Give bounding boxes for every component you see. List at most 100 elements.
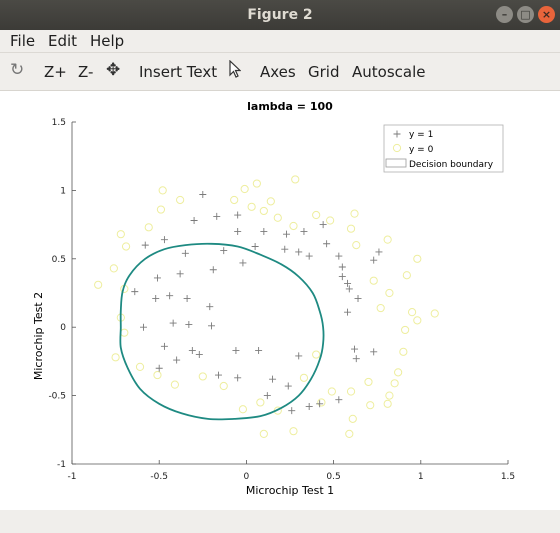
negative-point: [366, 401, 375, 410]
pan-arrows-icon[interactable]: ✥: [106, 60, 121, 80]
positive-point: [295, 352, 303, 360]
positive-point: [153, 274, 161, 282]
zoom-in-button[interactable]: Z+: [44, 63, 67, 81]
positive-point: [316, 400, 324, 408]
grid-button[interactable]: Grid: [308, 63, 340, 81]
positive-point: [185, 320, 193, 328]
legend-entry-y1: y = 1: [409, 130, 433, 140]
legend-entry-y0: y = 0: [409, 145, 434, 155]
y-tick-label: 0.5: [52, 255, 66, 265]
negative-point: [350, 209, 359, 218]
negative-point: [111, 353, 120, 362]
negative-point: [346, 224, 356, 233]
negative-point: [256, 398, 265, 407]
positive-point: [300, 227, 308, 235]
close-icon[interactable]: ×: [538, 6, 555, 23]
negative-point: [247, 202, 256, 211]
negative-point: [383, 399, 392, 408]
negative-point: [291, 175, 300, 184]
pointer-arrow-icon[interactable]: [229, 59, 242, 83]
x-tick-label: 0.5: [326, 472, 340, 482]
legend-plus-marker: [393, 130, 401, 138]
autoscale-button[interactable]: Autoscale: [352, 63, 426, 81]
negative-point: [385, 391, 394, 400]
negative-point: [120, 328, 129, 337]
positive-point: [344, 279, 352, 287]
negative-point: [121, 242, 131, 251]
positive-point: [220, 247, 228, 255]
menu-edit[interactable]: Edit: [48, 32, 78, 50]
positive-point: [176, 270, 184, 278]
negative-point: [259, 206, 268, 216]
negative-point: [289, 427, 298, 436]
positive-point: [295, 248, 303, 256]
maximize-icon[interactable]: □: [517, 6, 534, 23]
legend-marker-y0: [392, 143, 402, 153]
positive-point: [213, 212, 221, 220]
x-tick-label: 0: [244, 472, 250, 482]
positive-point: [281, 245, 289, 253]
legend: y = 1 y = 0 Decision boundary: [383, 124, 504, 173]
x-tick-label: 1.5: [501, 472, 515, 482]
minimize-icon[interactable]: –: [496, 6, 513, 23]
positive-point: [335, 396, 343, 404]
positive-point: [305, 252, 313, 260]
window-titlebar: Figure 2 – □ ×: [0, 0, 560, 30]
positive-point: [160, 342, 168, 350]
y-tick-label: 1: [60, 186, 66, 196]
positive-point: [232, 346, 240, 354]
menu-help[interactable]: Help: [90, 32, 125, 50]
negative-point: [376, 303, 385, 313]
negative-point: [94, 280, 103, 289]
positive-point: [260, 227, 268, 235]
positive-point: [283, 230, 291, 238]
x-tick-label: -1: [68, 472, 77, 482]
legend-marker-y1: [393, 130, 401, 138]
scatter-plot[interactable]: lambda = 100 -1 -0.5 0 0.5 1 1.5 -1 -0.5 0 0.5 1 1.…: [0, 91, 560, 510]
positive-point: [209, 266, 217, 274]
positive-point: [188, 346, 196, 354]
negative-point: [170, 380, 179, 389]
negative-point: [364, 377, 373, 387]
negative-point: [135, 362, 145, 371]
negative-point: [402, 271, 411, 280]
negative-point: [390, 379, 399, 388]
insert-text-button[interactable]: Insert Text: [139, 63, 218, 81]
status-bar: [0, 510, 560, 533]
positive-point: [234, 374, 242, 382]
negative-point: [259, 429, 268, 439]
positive-point: [169, 319, 177, 327]
axes-button[interactable]: Axes: [260, 63, 296, 81]
positive-point: [181, 249, 189, 257]
negative-point: [385, 288, 394, 298]
positive-point: [351, 345, 359, 353]
chart-title: lambda = 100: [247, 100, 333, 113]
y-axis-label: Microchip Test 2: [32, 292, 45, 380]
negative-point: [413, 254, 422, 263]
figure-canvas[interactable]: lambda = 100 -1 -0.5 0 0.5 1 1.5 -1 -0.5 0 0.5 1 1.…: [0, 91, 560, 510]
rotate-icon[interactable]: ↻: [10, 60, 25, 80]
positive-point: [155, 364, 163, 372]
positive-point: [354, 294, 362, 302]
positive-point: [255, 346, 263, 354]
positive-point: [166, 292, 174, 300]
negative-point: [352, 241, 361, 250]
negative-point: [252, 179, 261, 188]
negative-point: [219, 381, 228, 391]
negative-point: [327, 387, 336, 396]
negative-point: [394, 368, 403, 377]
positive-point: [234, 227, 242, 235]
negative-point: [266, 197, 275, 206]
positive-point: [319, 221, 327, 229]
legend-entry-boundary: Decision boundary: [409, 160, 494, 170]
positive-point: [152, 294, 160, 302]
positive-point: [183, 294, 191, 302]
negative-point: [144, 223, 153, 232]
negative-point: [348, 414, 357, 423]
zoom-out-button[interactable]: Z-: [78, 63, 94, 81]
negative-point: [413, 316, 422, 325]
positive-point: [141, 241, 149, 249]
negative-point: [240, 184, 249, 194]
menu-file[interactable]: File: [10, 32, 36, 50]
negative-point: [312, 210, 321, 220]
